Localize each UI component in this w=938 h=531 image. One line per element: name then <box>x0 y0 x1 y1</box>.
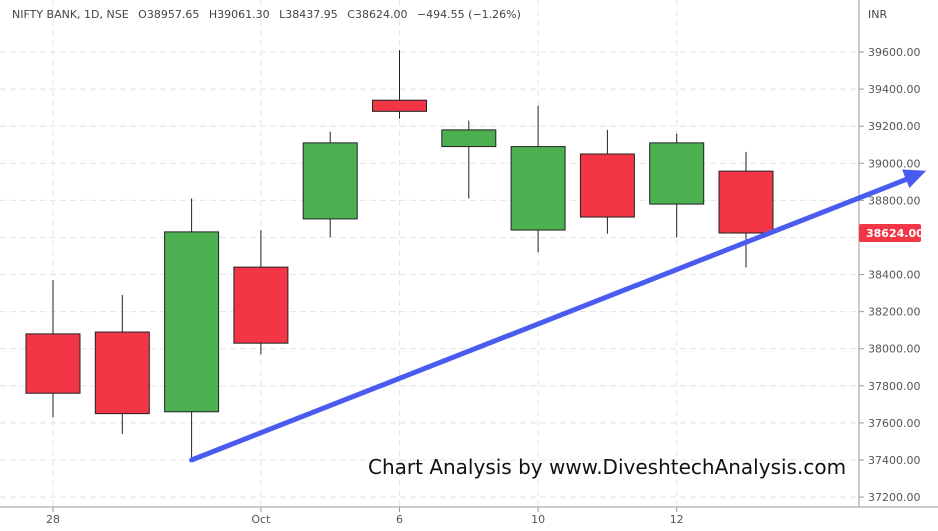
candle-body-up <box>164 231 220 413</box>
high-label: H <box>209 8 217 21</box>
candle <box>649 133 705 238</box>
trend-arrow-head <box>902 169 927 189</box>
y-tick-label: 38800.00 <box>868 194 921 207</box>
candle <box>718 151 774 268</box>
candle <box>233 230 289 355</box>
y-tick-label: 39200.00 <box>868 120 921 133</box>
symbol-label: NIFTY BANK, 1D, NSE <box>12 8 129 21</box>
open-value: 38957.65 <box>147 8 200 21</box>
x-axis-ticks: 28 Oct 6 10 12 <box>46 507 684 526</box>
y-tick-label: 38200.00 <box>868 306 921 319</box>
y-tick-label: 39400.00 <box>868 83 921 96</box>
candle <box>372 50 427 119</box>
x-tick-label: Oct <box>251 513 271 526</box>
y-tick-label: 38400.00 <box>868 269 921 282</box>
candle-body-up <box>510 146 566 231</box>
low-label: L <box>279 8 286 21</box>
candle-body-down <box>718 170 774 234</box>
candle-body-down <box>25 333 81 394</box>
low-value: 38437.95 <box>285 8 338 21</box>
last-price-label-bg <box>859 224 921 243</box>
trend-arrow-line <box>189 172 921 463</box>
x-tick-label: 10 <box>531 513 545 526</box>
currency-label: INR <box>868 8 887 21</box>
candle <box>164 198 220 462</box>
y-tick-label: 37600.00 <box>868 417 921 430</box>
candle <box>302 131 358 238</box>
last-price-label: 38624.00 <box>859 224 924 243</box>
change-value: −494.55 (−1.26%) <box>417 8 521 21</box>
candle-body-down <box>94 331 150 415</box>
y-tick-label: 38000.00 <box>868 343 921 356</box>
candle-body-down <box>233 266 289 344</box>
x-tick-label: 6 <box>396 513 403 526</box>
high-value: 39061.30 <box>217 8 270 21</box>
y-tick-label: 39000.00 <box>868 157 921 170</box>
x-tick-label: 28 <box>46 513 60 526</box>
candle-body-up <box>649 142 705 205</box>
y-tick-label: 37200.00 <box>868 491 921 504</box>
trend-arrow <box>189 169 927 463</box>
y-tick-label: 39600.00 <box>868 46 921 59</box>
close-value: 38624.00 <box>355 8 408 21</box>
candle-layer <box>25 50 774 462</box>
y-tick-label: 37400.00 <box>868 454 921 467</box>
y-axis-ticks: 37200.00 37400.00 37600.00 37800.00 38000.00… <box>859 46 921 504</box>
chart-legend: NIFTY BANK, 1D, NSE O38957.65 H39061.30 … <box>12 8 521 21</box>
candle <box>510 105 566 253</box>
candle <box>441 120 497 199</box>
close-label: C <box>347 8 355 21</box>
grid-layer <box>0 0 859 507</box>
last-price-label-text: 38624.00 <box>866 227 924 240</box>
x-tick-label: 12 <box>670 513 684 526</box>
candle-body-up <box>441 129 497 148</box>
open-label: O <box>138 8 147 21</box>
y-tick-label: 37800.00 <box>868 380 921 393</box>
candle-body-down <box>372 99 427 112</box>
candle <box>94 294 150 435</box>
candle <box>25 280 81 418</box>
candle <box>579 129 635 234</box>
candle-body-up <box>302 142 358 220</box>
candle-body-down <box>579 153 635 218</box>
watermark-text: Chart Analysis by www.DiveshtechAnalysis… <box>368 455 846 479</box>
